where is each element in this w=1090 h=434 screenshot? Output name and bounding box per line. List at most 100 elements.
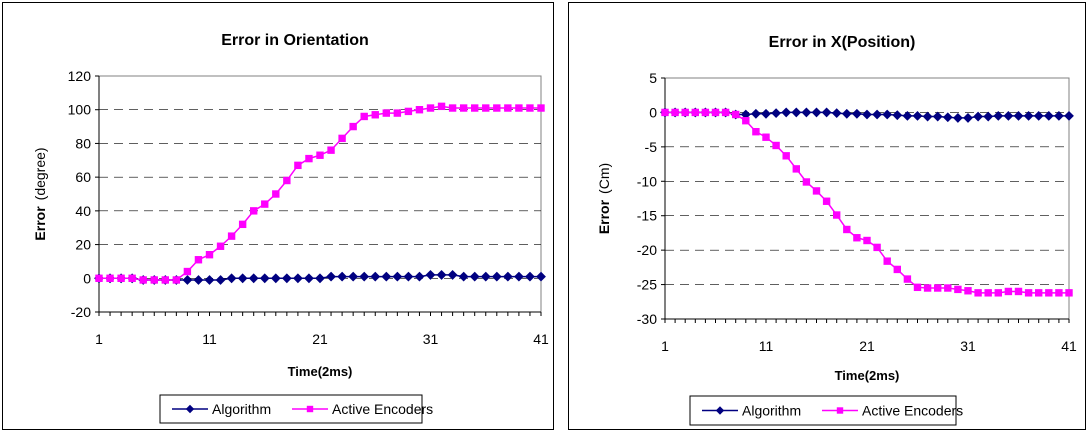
point-active-encoders — [515, 104, 523, 112]
point-algorithm — [215, 275, 226, 285]
point-algorithm — [862, 109, 872, 120]
point-algorithm — [973, 111, 984, 122]
point-active-encoders — [161, 276, 170, 284]
point-active-encoders — [294, 161, 302, 170]
x-tick-label: 11 — [202, 331, 217, 347]
point-active-encoders — [261, 200, 269, 208]
x-tick-label: 31 — [960, 338, 976, 354]
point-algorithm — [1043, 110, 1054, 121]
point-algorithm — [502, 271, 513, 282]
y-axis-label: Error (Cm) — [596, 163, 612, 234]
y-tick-label: -15 — [637, 208, 657, 224]
point-active-encoders — [671, 108, 679, 117]
point-algorithm — [270, 273, 281, 284]
chart-title: Error in X(Position) — [769, 34, 916, 51]
legend-marker — [185, 404, 195, 414]
y-tick-label: -5 — [645, 139, 658, 155]
y-tick-label: 0 — [649, 104, 657, 120]
point-algorithm — [1053, 110, 1064, 121]
point-algorithm — [403, 271, 414, 282]
plot-area — [98, 75, 542, 313]
point-active-encoders — [482, 104, 490, 112]
point-active-encoders — [117, 274, 125, 282]
point-algorithm — [942, 112, 953, 123]
point-active-encoders — [1035, 289, 1043, 297]
legend-label: Algorithm — [212, 401, 271, 417]
point-active-encoders — [661, 108, 669, 117]
point-algorithm — [248, 273, 259, 284]
y-tick-label: 5 — [649, 70, 657, 86]
legend-label: Active Encoders — [332, 401, 433, 417]
x-tick-label: 21 — [859, 338, 875, 354]
point-active-encoders — [150, 276, 158, 284]
point-algorithm — [525, 271, 535, 282]
point-algorithm — [851, 108, 862, 119]
point-algorithm — [882, 109, 893, 120]
point-algorithm — [292, 273, 303, 284]
point-algorithm — [983, 111, 994, 122]
point-active-encoders — [984, 289, 992, 297]
point-active-encoders — [853, 234, 861, 242]
point-algorithm — [204, 275, 215, 285]
y-tick-label: -20 — [71, 304, 91, 320]
point-active-encoders — [893, 265, 902, 274]
legend-label: Active Encoders — [862, 403, 963, 419]
point-algorithm — [902, 110, 913, 121]
y-tick-label: -20 — [637, 242, 657, 258]
point-active-encoders — [923, 284, 932, 292]
point-active-encoders — [404, 107, 413, 116]
point-algorithm — [791, 107, 802, 118]
y-axis-label-unit: (degree) — [32, 147, 48, 200]
point-active-encoders — [742, 116, 750, 125]
point-algorithm — [392, 271, 403, 282]
point-active-encoders — [393, 109, 402, 117]
point-active-encoders — [1065, 289, 1073, 297]
point-algorithm — [536, 271, 546, 282]
point-algorithm — [182, 275, 193, 285]
point-algorithm — [1003, 110, 1014, 121]
point-active-encoders — [426, 104, 435, 112]
point-active-encoders — [691, 108, 699, 117]
x-tick-label: 21 — [312, 331, 328, 347]
point-active-encoders — [283, 176, 291, 185]
point-active-encoders — [772, 141, 780, 150]
point-active-encoders — [227, 232, 236, 240]
point-active-encoders — [843, 225, 851, 234]
point-active-encoders — [934, 284, 942, 292]
point-active-encoders — [762, 133, 770, 141]
chart-title: Error in Orientation — [221, 32, 369, 49]
point-algorithm — [469, 271, 480, 282]
point-algorithm — [811, 107, 822, 118]
y-tick-label: -25 — [637, 277, 657, 293]
point-algorithm — [513, 271, 524, 282]
point-algorithm — [326, 271, 336, 282]
point-algorithm — [1033, 110, 1044, 121]
point-algorithm — [337, 271, 348, 282]
point-active-encoders — [863, 236, 871, 245]
point-active-encoders — [95, 274, 103, 282]
y-tick-label: 60 — [75, 169, 91, 185]
point-algorithm — [281, 273, 292, 284]
point-active-encoders — [752, 128, 760, 136]
x-tick-label: 41 — [1061, 338, 1077, 354]
y-tick-label: -10 — [637, 173, 657, 189]
point-active-encoders — [873, 243, 881, 252]
point-active-encoders — [782, 152, 790, 160]
point-active-encoders — [493, 104, 501, 112]
point-active-encoders — [305, 154, 313, 163]
y-axis-label-main: Error — [596, 199, 612, 234]
point-active-encoders — [883, 257, 891, 265]
y-tick-label: 120 — [68, 68, 92, 84]
point-algorithm — [963, 113, 973, 123]
point-algorithm — [1023, 110, 1034, 121]
point-algorithm — [1013, 110, 1024, 121]
y-axis-label: Error (degree) — [32, 147, 48, 240]
point-active-encoders — [371, 111, 379, 119]
point-algorithm — [771, 108, 782, 119]
point-algorithm — [831, 108, 842, 119]
point-algorithm — [348, 271, 359, 282]
point-active-encoders — [1014, 287, 1023, 296]
point-algorithm — [304, 273, 314, 284]
legend-marker — [306, 405, 314, 413]
